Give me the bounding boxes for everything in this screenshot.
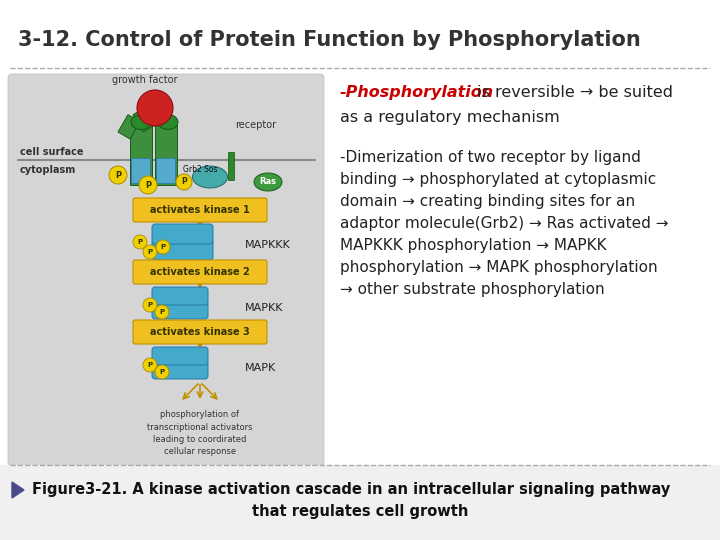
FancyBboxPatch shape [152, 361, 208, 379]
Text: P: P [148, 362, 153, 368]
Text: MAPKK: MAPKK [245, 303, 284, 313]
Circle shape [143, 298, 157, 312]
Text: activates kinase 3: activates kinase 3 [150, 327, 250, 337]
Text: phosphorylation → MAPK phosphorylation: phosphorylation → MAPK phosphorylation [340, 260, 657, 275]
Text: adaptor molecule(Grb2) → Ras activated →: adaptor molecule(Grb2) → Ras activated → [340, 216, 668, 231]
FancyBboxPatch shape [152, 287, 208, 305]
Circle shape [143, 358, 157, 372]
Bar [130, 125, 152, 185]
Circle shape [176, 174, 192, 190]
Circle shape [137, 90, 173, 126]
Text: growth factor: growth factor [112, 75, 178, 85]
Text: P: P [161, 244, 166, 250]
Text: activates kinase 1: activates kinase 1 [150, 205, 250, 215]
Circle shape [109, 166, 127, 184]
FancyBboxPatch shape [152, 224, 213, 244]
FancyBboxPatch shape [152, 240, 213, 260]
FancyBboxPatch shape [133, 260, 267, 284]
Text: P: P [138, 239, 143, 245]
Text: cytoplasm: cytoplasm [20, 165, 76, 175]
FancyBboxPatch shape [133, 320, 267, 344]
Bar [0, 465, 720, 540]
Polygon shape [12, 482, 24, 498]
Circle shape [139, 176, 157, 194]
Text: -Phosphorylation: -Phosphorylation [340, 85, 494, 100]
Circle shape [155, 305, 169, 319]
Text: receptor: receptor [235, 120, 276, 130]
Circle shape [133, 235, 147, 249]
Text: MAPKKK phosphorylation → MAPKK: MAPKKK phosphorylation → MAPKK [340, 238, 607, 253]
FancyBboxPatch shape [152, 301, 208, 319]
Text: P: P [148, 249, 153, 255]
Ellipse shape [158, 114, 178, 130]
Bar [133, 107, 155, 132]
FancyBboxPatch shape [8, 74, 324, 482]
Text: MAPK: MAPK [245, 363, 276, 373]
Ellipse shape [131, 114, 151, 130]
Bar [156, 158, 175, 183]
Circle shape [156, 240, 170, 254]
Text: P: P [159, 369, 165, 375]
Bar [228, 152, 234, 180]
FancyBboxPatch shape [152, 347, 208, 365]
Bar [155, 125, 177, 185]
Text: → other substrate phosphorylation: → other substrate phosphorylation [340, 282, 605, 297]
Text: P: P [115, 171, 121, 179]
Text: Ras: Ras [259, 178, 276, 186]
Text: MAPKKK: MAPKKK [245, 240, 291, 250]
Text: cell surface: cell surface [20, 147, 84, 157]
Text: -Dimerization of two receptor by ligand: -Dimerization of two receptor by ligand [340, 150, 641, 165]
Text: as a regulatory mechanism: as a regulatory mechanism [340, 110, 559, 125]
Text: binding → phosphorylated at cytoplasmic: binding → phosphorylated at cytoplasmic [340, 172, 656, 187]
Bar [118, 114, 140, 139]
Text: is reversible → be suited: is reversible → be suited [472, 85, 673, 100]
Text: Grb2 Sos: Grb2 Sos [183, 165, 217, 173]
Text: phosphorylation of
transcriptional activators
leading to coordirated
cellular re: phosphorylation of transcriptional activ… [148, 410, 253, 456]
Text: activates kinase 2: activates kinase 2 [150, 267, 250, 277]
Ellipse shape [254, 173, 282, 191]
Text: P: P [148, 302, 153, 308]
Text: 3-12. Control of Protein Function by Phosphorylation: 3-12. Control of Protein Function by Pho… [18, 30, 641, 50]
Text: domain → creating binding sites for an: domain → creating binding sites for an [340, 194, 635, 209]
Text: Figure3-21. A kinase activation cascade in an intracellular signaling pathway: Figure3-21. A kinase activation cascade … [32, 482, 670, 497]
FancyBboxPatch shape [133, 198, 267, 222]
Circle shape [155, 365, 169, 379]
Ellipse shape [192, 166, 228, 188]
Bar [131, 158, 150, 183]
Text: P: P [181, 178, 187, 186]
Circle shape [143, 245, 157, 259]
Text: P: P [145, 180, 151, 190]
Text: that regulates cell growth: that regulates cell growth [252, 504, 468, 519]
Text: P: P [159, 309, 165, 315]
